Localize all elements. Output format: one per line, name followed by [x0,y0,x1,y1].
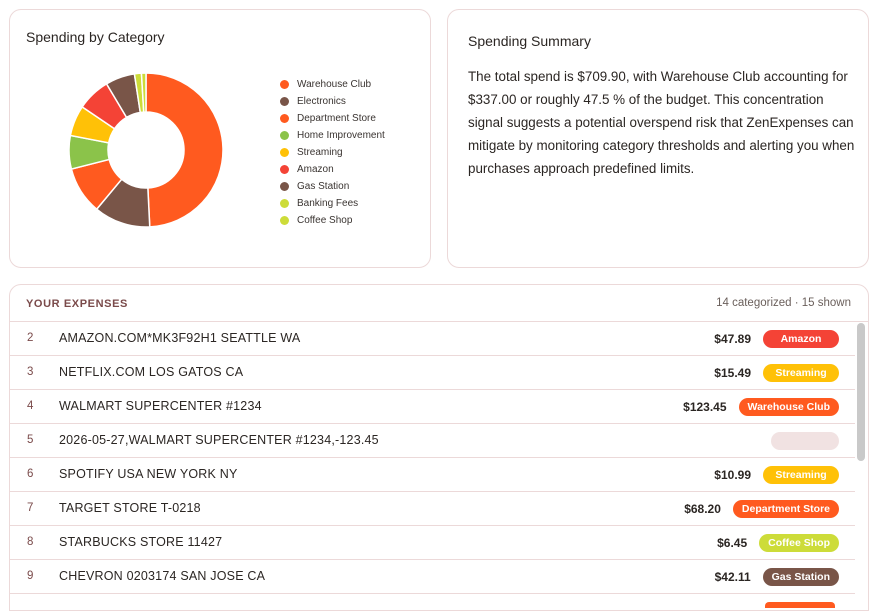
expense-meta [771,431,839,451]
expense-description: 2026-05-27,WALMART SUPERCENTER #1234,-12… [59,433,379,447]
donut-slice-coffee-shop[interactable] [140,72,147,113]
legend-label: Electronics [297,96,346,107]
expenses-title: YOUR EXPENSES [26,298,128,310]
legend-swatch [280,97,289,106]
expenses-card: YOUR EXPENSES 14 categorized · 15 shown … [9,284,869,611]
expense-meta: $10.99 Streaming [714,465,839,485]
row-number: 7 [27,502,34,514]
category-badge[interactable]: Streaming [763,364,839,382]
category-badge[interactable]: Gas Station [762,568,839,586]
expense-row[interactable]: 9 CHEVRON 0203174 SAN JOSE CA $42.11 Gas St… [10,560,855,594]
legend-item[interactable]: Banking Fees [280,195,385,212]
expenses-header: YOUR EXPENSES 14 categorized · 15 shown [10,285,868,322]
legend-item[interactable]: Amazon [280,161,385,178]
expense-amount: $47.89 [714,332,751,346]
category-badge-partial[interactable] [765,602,835,608]
legend-label: Department Store [297,113,376,124]
legend-label: Warehouse Club [297,79,372,90]
row-number: 6 [27,468,34,480]
legend-label: Streaming [297,147,343,158]
spending-by-category-card: Spending by Category Warehouse Club Elect… [9,9,431,268]
expense-meta: $42.11 Gas Station [715,567,839,587]
legend-item[interactable]: Streaming [280,144,385,161]
expense-description: AMAZON.COM*MK3F92H1 SEATTLE WA [59,331,301,345]
row-number: 2 [27,332,34,344]
category-badge[interactable]: Coffee Shop [759,534,839,552]
legend-label: Home Improvement [297,130,385,141]
summary-text: The total spend is $709.90, with Warehou… [468,69,855,176]
legend-swatch [280,182,289,191]
category-donut-chart [68,72,224,228]
expense-row[interactable]: 8 STARBUCKS STORE 11427 $6.45 Coffee Shop [10,526,855,560]
expenses-scrollbar[interactable] [857,323,865,610]
legend-swatch [280,80,289,89]
expense-amount: $123.45 [683,400,727,414]
expense-meta: $15.49 Streaming [714,363,839,383]
expense-description: NETFLIX.COM LOS GATOS CA [59,365,244,379]
legend-swatch [280,148,289,157]
chart-title: Spending by Category [26,29,165,45]
legend-item[interactable]: Warehouse Club [280,76,385,93]
expense-amount: $10.99 [714,468,751,482]
legend-item[interactable]: Gas Station [280,178,385,195]
legend-label: Amazon [297,164,334,175]
row-number: 4 [27,400,34,412]
expenses-count: 14 categorized · 15 shown [716,297,851,309]
expense-row[interactable]: 4 WALMART SUPERCENTER #1234 $123.45 Warehou… [10,390,855,424]
expenses-list: 2 AMAZON.COM*MK3F92H1 SEATTLE WA $47.89 Ama… [10,322,855,594]
legend-swatch [280,114,289,123]
row-number: 5 [27,434,34,446]
category-badge[interactable]: Amazon [763,330,839,348]
expense-row[interactable]: 3 NETFLIX.COM LOS GATOS CA $15.49 Streaming [10,356,855,390]
legend-label: Coffee Shop [297,215,353,226]
expense-row[interactable]: 2 AMAZON.COM*MK3F92H1 SEATTLE WA $47.89 Ama… [10,322,855,356]
legend-item[interactable]: Department Store [280,110,385,127]
summary-title: Spending Summary [468,33,591,49]
legend-item[interactable]: Coffee Shop [280,212,385,229]
expense-row[interactable]: 6 SPOTIFY USA NEW YORK NY $10.99 Streaming [10,458,855,492]
legend-swatch [280,131,289,140]
row-number: 8 [27,536,34,548]
scrollbar-thumb[interactable] [857,323,865,461]
legend-swatch [280,165,289,174]
legend-swatch [280,216,289,225]
expense-amount: $15.49 [714,366,751,380]
expense-description: CHEVRON 0203174 SAN JOSE CA [59,569,266,583]
expense-meta: $123.45 Warehouse Club [683,397,839,417]
expense-amount: $42.11 [714,570,751,584]
expense-row[interactable]: 7 TARGET STORE T-0218 $68.20 Department Sto… [10,492,855,526]
expense-description: STARBUCKS STORE 11427 [59,535,223,549]
chart-legend: Warehouse Club Electronics Department Stor… [280,76,385,229]
expense-description: TARGET STORE T-0218 [59,501,201,515]
expense-description: WALMART SUPERCENTER #1234 [59,399,262,413]
legend-swatch [280,199,289,208]
legend-item[interactable]: Electronics [280,93,385,110]
category-badge[interactable] [771,432,839,450]
row-number: 3 [27,366,34,378]
legend-item[interactable]: Home Improvement [280,127,385,144]
category-badge[interactable]: Warehouse Club [738,398,839,416]
category-badge[interactable]: Department Store [732,500,839,518]
category-badge[interactable]: Streaming [763,466,839,484]
expense-amount: $68.20 [684,502,721,516]
expense-description: SPOTIFY USA NEW YORK NY [59,467,238,481]
expense-amount: $6.45 [717,536,748,550]
expense-meta: $68.20 Department Store [684,499,839,519]
expense-meta: $47.89 Amazon [714,329,839,349]
spending-summary-card: Spending Summary The total spend is $709… [447,9,869,268]
expense-row[interactable]: 5 2026-05-27,WALMART SUPERCENTER #1234,-1… [10,424,855,458]
donut-slice-warehouse-club[interactable] [145,72,224,228]
row-number: 9 [27,570,34,582]
legend-label: Banking Fees [297,198,359,209]
legend-label: Gas Station [297,181,350,192]
expense-meta: $6.45 Coffee Shop [717,533,839,553]
